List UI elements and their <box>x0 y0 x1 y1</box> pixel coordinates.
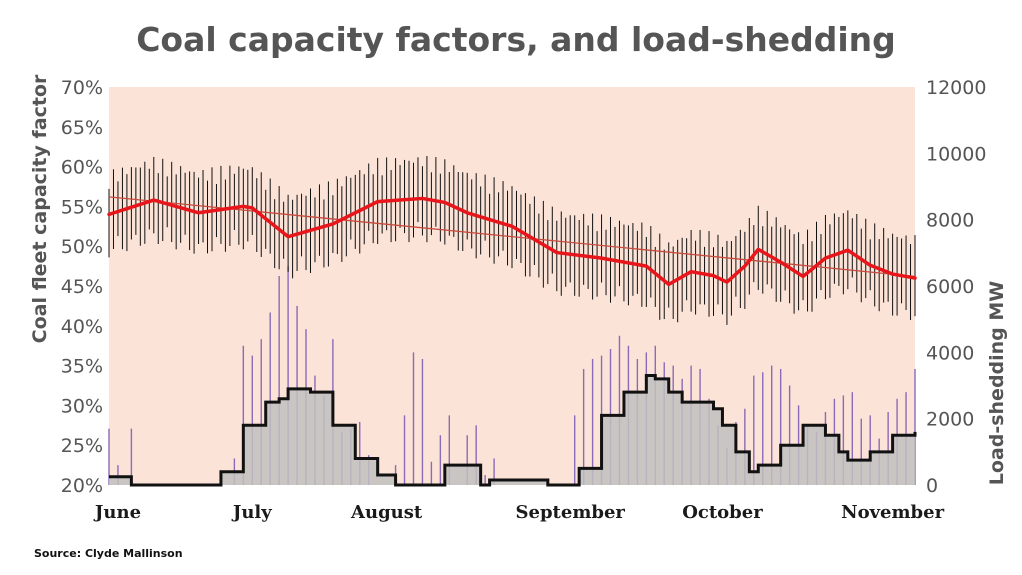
left-tick-label: 50% <box>61 236 103 258</box>
x-tick-label: October <box>682 502 763 523</box>
loadshed-average-line <box>109 374 917 487</box>
left-tick-label: 30% <box>61 395 103 417</box>
right-tick-label: 4000 <box>926 342 974 364</box>
left-tick-label: 35% <box>61 356 103 378</box>
x-axis-labels: June July August September October November <box>93 502 945 523</box>
loadshed-average-area <box>109 374 917 487</box>
left-tick-label: 60% <box>61 157 103 179</box>
left-tick-label: 20% <box>61 475 103 497</box>
x-tick-label: November <box>841 502 944 523</box>
left-tick-label: 45% <box>61 276 103 298</box>
left-axis-label: Coal fleet capacity factor <box>29 74 51 343</box>
left-tick-label: 40% <box>61 316 103 338</box>
right-tick-label: 10000 <box>926 143 986 165</box>
left-tick-label: 65% <box>61 117 103 139</box>
source-note: Source: Clyde Mallinson <box>34 547 183 560</box>
x-tick-label: August <box>350 502 423 523</box>
x-tick-label: June <box>93 502 141 523</box>
right-tick-label: 0 <box>926 475 938 497</box>
right-tick-label: 12000 <box>926 77 986 99</box>
x-tick-label: July <box>231 502 272 523</box>
left-axis-ticks: 70% 65% 60% 55% 50% 45% 40% 35% 30% 25% 20% <box>61 77 103 497</box>
left-tick-label: 55% <box>61 196 103 218</box>
right-tick-label: 8000 <box>926 210 974 232</box>
capacity-factor-daily-bars <box>108 156 916 325</box>
right-tick-label: 2000 <box>926 409 974 431</box>
capacity-factor-average <box>107 196 917 287</box>
x-tick-label: September <box>516 502 626 523</box>
chart-title: Coal capacity factors, and load-shedding <box>136 20 896 59</box>
cf-average-line <box>107 196 917 287</box>
left-tick-label: 70% <box>61 77 103 99</box>
right-axis-ticks: 12000 10000 8000 6000 4000 2000 0 <box>926 77 986 497</box>
left-tick-label: 25% <box>61 435 103 457</box>
right-axis-label: Load-shedding MW <box>986 281 1008 486</box>
right-tick-label: 6000 <box>926 276 974 298</box>
